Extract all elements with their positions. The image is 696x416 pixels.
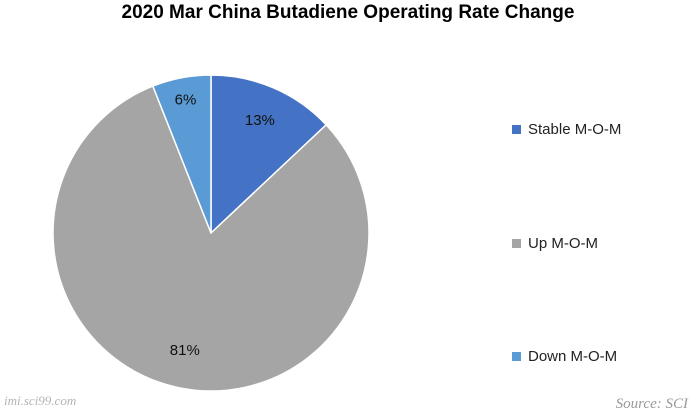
legend-label: Down M-O-M [528,348,618,365]
legend-item: Stable M-O-M [512,121,621,138]
legend-label: Stable M-O-M [528,121,622,138]
pie-slice-stable-m-o-m [210,74,328,235]
legend-label: Up M-O-M [528,235,598,252]
legend-swatch [512,239,521,248]
watermark-text: imi.sci99.com [4,393,77,408]
pie-slice-down-m-o-m [151,74,212,234]
slice-data-label: 81% [170,342,200,359]
slice-data-label: 13% [245,112,275,129]
legend-item: Up M-O-M [512,235,598,252]
pie-slice-up-m-o-m [52,85,370,392]
source-note: Source: SCI [615,396,688,412]
legend-item: Down M-O-M [512,348,617,365]
legend-swatch [512,352,521,361]
legend-swatch [512,125,521,134]
chart-title: 2020 Mar China Butadiene Operating Rate … [121,2,575,23]
slice-data-label: 6% [175,92,197,109]
